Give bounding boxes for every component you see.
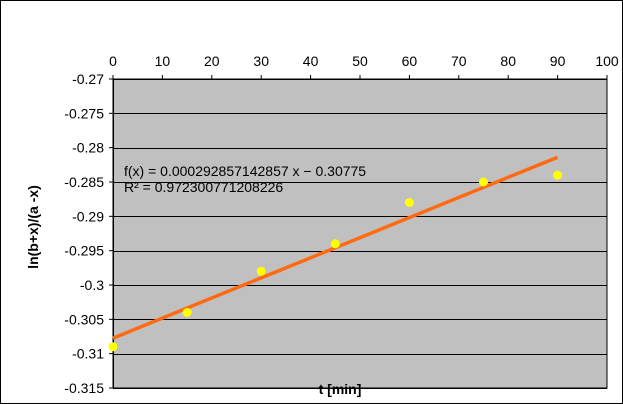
y-tick-label: -0.29 <box>72 208 104 224</box>
x-axis-ticks: 0 10 20 30 40 50 60 70 80 90 100 <box>109 53 619 79</box>
y-tick-label: -0.305 <box>64 311 104 327</box>
plot-area <box>112 78 608 389</box>
data-point <box>330 239 340 249</box>
x-tick-label: 70 <box>451 53 467 69</box>
x-tick-label: 100 <box>595 53 619 69</box>
y-tick-label: -0.285 <box>64 174 104 190</box>
y-axis-ticks: -0.27 -0.275 -0.28 -0.285 -0.29 -0.295 -0.3 -0.… <box>64 71 113 396</box>
data-point <box>404 198 414 208</box>
y-tick-label: -0.3 <box>80 277 104 293</box>
y-tick-label: -0.315 <box>64 380 104 396</box>
data-point <box>182 307 192 317</box>
y-tick-label: -0.28 <box>72 140 104 156</box>
data-point <box>108 342 118 352</box>
x-tick-label: 50 <box>352 53 368 69</box>
x-tick-label: 90 <box>550 53 566 69</box>
y-tick-label: -0.27 <box>72 71 104 87</box>
x-tick-label: 60 <box>402 53 418 69</box>
x-axis-title: t [min] <box>319 381 362 397</box>
data-point <box>479 177 488 187</box>
trendline-equation: f(x) = 0.000292857142857 x − 0.30775 <box>124 163 366 179</box>
y-axis-title: ln(b+x)/(a -x) <box>25 185 41 269</box>
data-points <box>108 170 563 352</box>
gridlines <box>113 79 607 389</box>
data-point <box>553 170 563 180</box>
x-tick-label: 80 <box>500 53 516 69</box>
x-tick-label: 20 <box>204 53 220 69</box>
trendline-r-squared: R² = 0.972300771208226 <box>124 179 283 195</box>
x-tick-label: 10 <box>155 53 171 69</box>
x-tick-label: 30 <box>253 53 269 69</box>
y-tick-label: -0.275 <box>64 105 104 121</box>
x-tick-label: 0 <box>109 53 117 69</box>
y-tick-label: -0.295 <box>64 243 104 259</box>
y-tick-label: -0.31 <box>72 346 104 362</box>
x-tick-label: 40 <box>303 53 319 69</box>
data-point <box>256 266 266 276</box>
